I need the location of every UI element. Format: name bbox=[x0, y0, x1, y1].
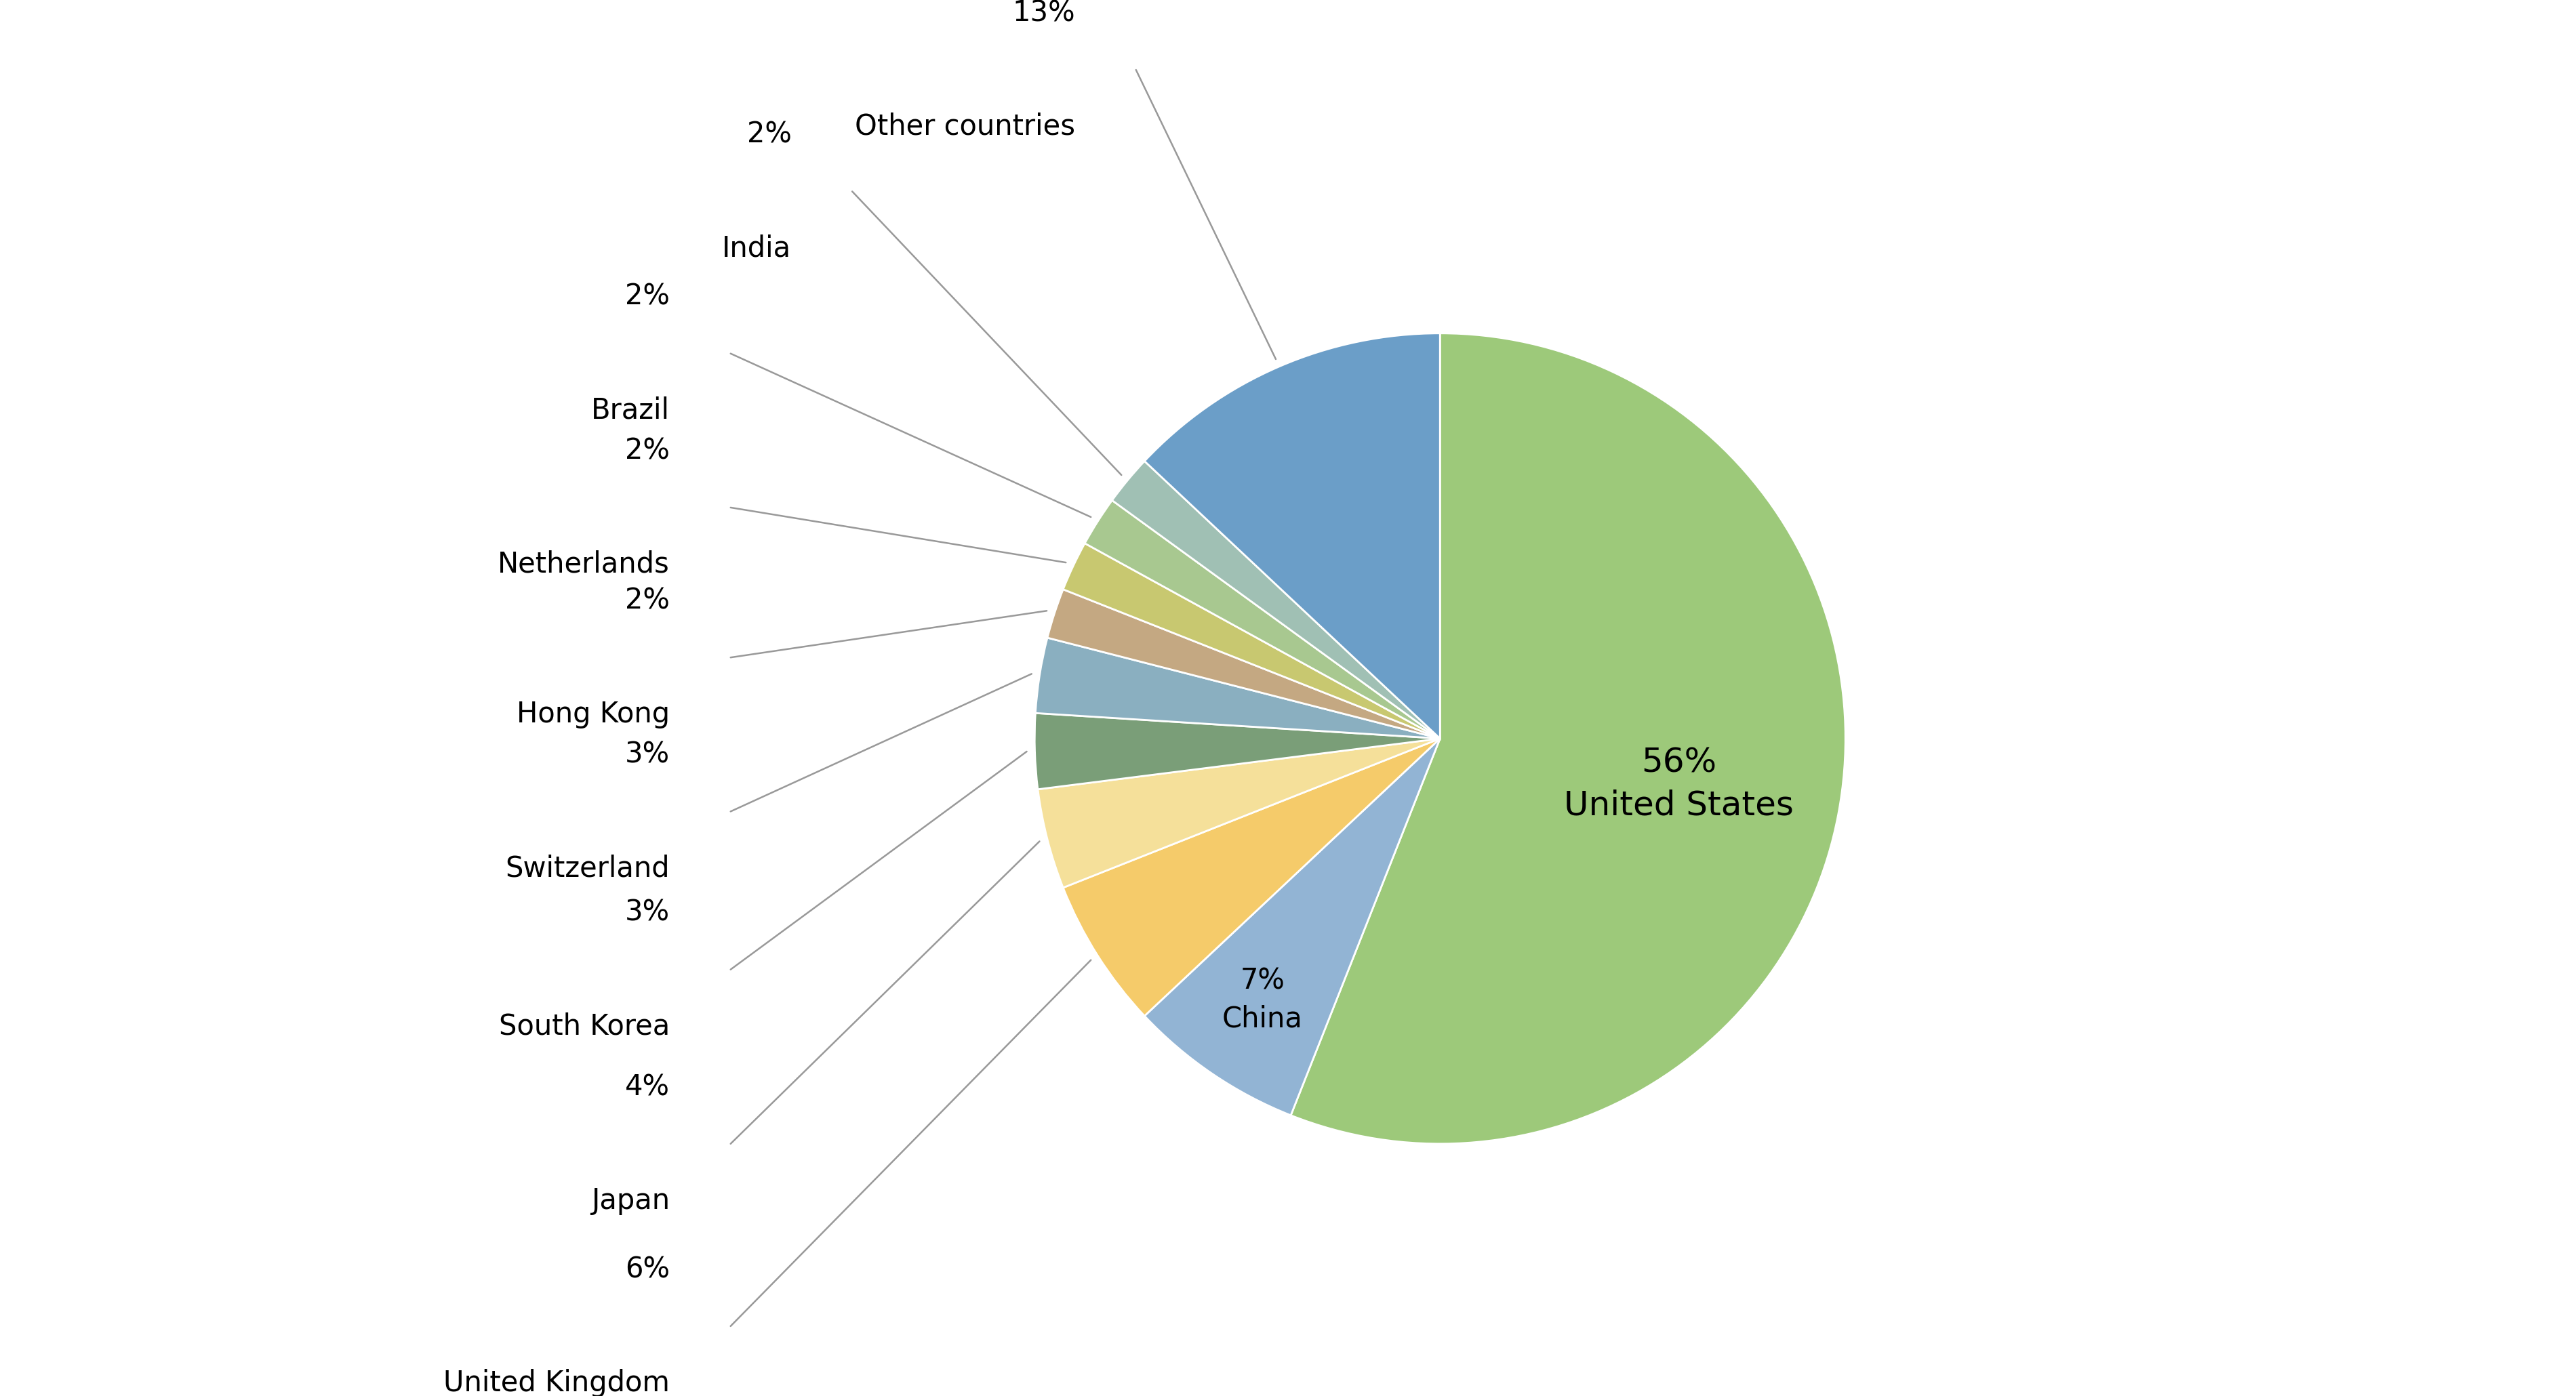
Wedge shape bbox=[1291, 334, 1844, 1143]
Text: Netherlands: Netherlands bbox=[497, 550, 670, 578]
Text: 56%
United States: 56% United States bbox=[1564, 747, 1793, 822]
Text: 3%: 3% bbox=[626, 899, 670, 927]
Wedge shape bbox=[1038, 738, 1440, 888]
Text: India: India bbox=[721, 235, 791, 262]
Text: Other countries: Other countries bbox=[855, 112, 1074, 141]
Text: 3%: 3% bbox=[626, 740, 670, 769]
Wedge shape bbox=[1084, 500, 1440, 738]
Wedge shape bbox=[1048, 589, 1440, 738]
Text: Brazil: Brazil bbox=[590, 396, 670, 424]
Wedge shape bbox=[1064, 543, 1440, 738]
Wedge shape bbox=[1064, 738, 1440, 1016]
Text: Japan: Japan bbox=[590, 1187, 670, 1215]
Text: 4%: 4% bbox=[626, 1072, 670, 1101]
Text: 13%: 13% bbox=[1012, 0, 1074, 28]
Text: Switzerland: Switzerland bbox=[505, 854, 670, 882]
Text: Hong Kong: Hong Kong bbox=[518, 699, 670, 729]
Text: 2%: 2% bbox=[626, 586, 670, 616]
Text: 7%
China: 7% China bbox=[1221, 967, 1303, 1033]
Text: 2%: 2% bbox=[626, 282, 670, 311]
Wedge shape bbox=[1036, 638, 1440, 738]
Wedge shape bbox=[1036, 713, 1440, 789]
Text: South Korea: South Korea bbox=[500, 1012, 670, 1040]
Text: 2%: 2% bbox=[747, 120, 791, 149]
Text: United Kingdom: United Kingdom bbox=[443, 1368, 670, 1396]
Text: 6%: 6% bbox=[626, 1255, 670, 1284]
Wedge shape bbox=[1144, 738, 1440, 1115]
Text: 2%: 2% bbox=[626, 437, 670, 465]
Wedge shape bbox=[1113, 461, 1440, 738]
Wedge shape bbox=[1144, 334, 1440, 738]
